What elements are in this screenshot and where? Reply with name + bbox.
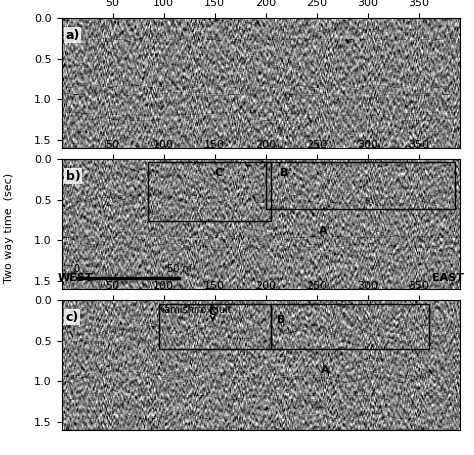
Text: C': C' bbox=[214, 168, 226, 178]
Text: WEST: WEST bbox=[58, 273, 93, 283]
Text: Two way time  (sec): Two way time (sec) bbox=[4, 172, 15, 283]
Text: c): c) bbox=[65, 311, 79, 324]
Text: a): a) bbox=[65, 29, 80, 41]
Bar bbox=[271, 303, 429, 349]
Text: C: C bbox=[209, 307, 217, 320]
Bar bbox=[159, 303, 271, 349]
Text: A': A' bbox=[319, 226, 331, 236]
Text: b): b) bbox=[65, 170, 81, 182]
Text: EAST: EAST bbox=[432, 0, 464, 1]
Bar bbox=[266, 162, 455, 209]
Text: EAST: EAST bbox=[432, 273, 464, 283]
Bar bbox=[148, 162, 271, 221]
Text: B: B bbox=[277, 315, 285, 325]
Text: A: A bbox=[321, 365, 329, 375]
Text: B': B' bbox=[281, 168, 292, 178]
Text: 0: 0 bbox=[74, 264, 80, 274]
Text: 50 m: 50 m bbox=[166, 264, 191, 274]
Text: Kamishiro fault: Kamishiro fault bbox=[157, 305, 231, 315]
Text: WEST: WEST bbox=[58, 0, 93, 1]
